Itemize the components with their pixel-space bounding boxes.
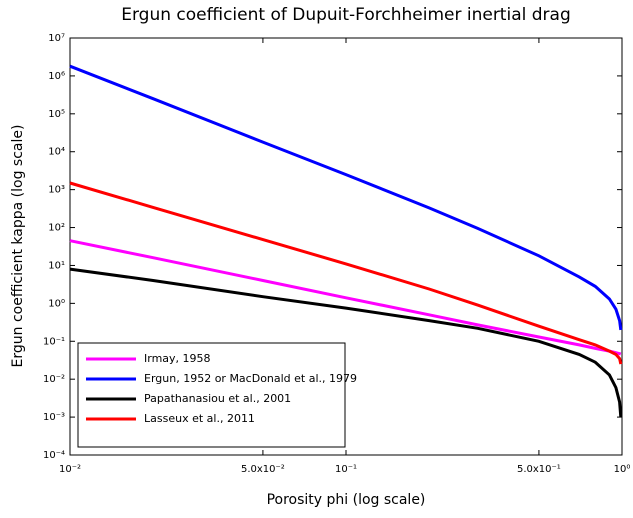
series-line [69, 64, 623, 331]
series-line [69, 239, 622, 356]
y-tick-label: 10⁻³ [43, 412, 65, 423]
y-tick-label: 10⁻¹ [43, 336, 65, 347]
y-tick-label: 10⁰ [48, 298, 65, 309]
y-tick-label: 10⁷ [48, 33, 65, 44]
chart-title: Ergun coefficient of Dupuit-Forchheimer … [121, 5, 570, 25]
legend-text: Irmay, 1958 [144, 352, 211, 365]
series-line [69, 181, 623, 365]
x-tick-label: 5.0x10⁻¹ [517, 464, 561, 475]
y-tick-label: 10⁵ [48, 109, 65, 120]
x-tick-label: 10⁰ [614, 464, 631, 475]
y-tick-label: 10⁶ [48, 71, 65, 82]
legend-text: Lasseux et al., 2011 [144, 412, 255, 425]
y-tick-label: 10⁻⁴ [43, 450, 65, 461]
x-axis-label: Porosity phi (log scale) [267, 492, 426, 508]
x-tick-label: 10⁻² [59, 464, 81, 475]
y-tick-label: 10² [48, 223, 65, 234]
x-tick-label: 5.0x10⁻² [241, 464, 285, 475]
y-axis-label: Ergun coefficient kappa (log scale) [10, 125, 26, 368]
y-tick-label: 10³ [48, 185, 65, 196]
y-tick-label: 10⁴ [48, 147, 65, 158]
legend-text: Papathanasiou et al., 2001 [144, 392, 291, 405]
y-tick-label: 10⁻² [43, 374, 65, 385]
series-line [69, 267, 623, 418]
y-tick-label: 10¹ [48, 260, 65, 271]
x-tick-label: 10⁻¹ [335, 464, 357, 475]
legend-text: Ergun, 1952 or MacDonald et al., 1979 [144, 372, 357, 385]
